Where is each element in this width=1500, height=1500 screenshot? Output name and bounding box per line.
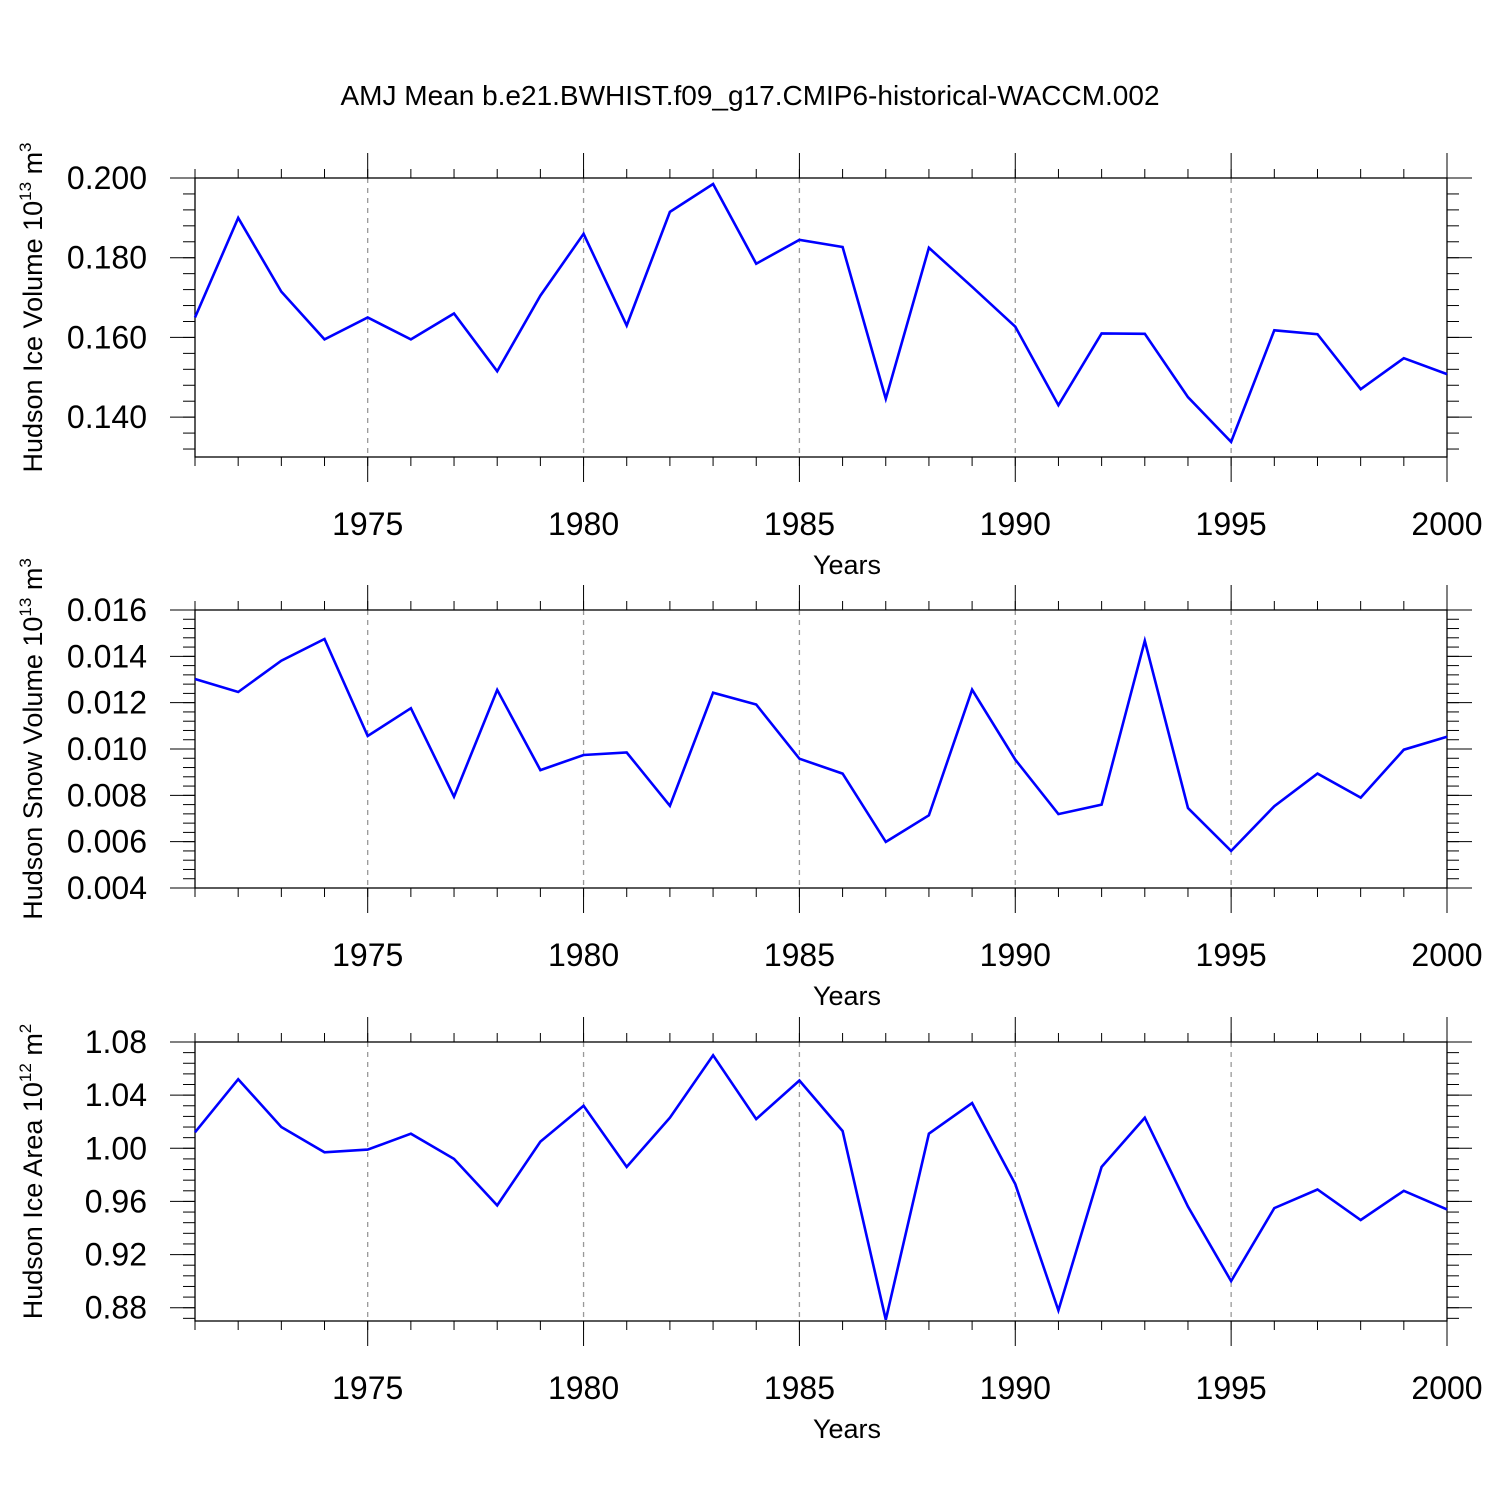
y-tick-label: 1.08 [85, 1024, 147, 1060]
y-tick-label: 0.004 [67, 870, 147, 906]
series-line [194, 635, 1448, 853]
plot-frame [194, 1041, 1448, 1322]
x-tick-label: 1985 [764, 937, 835, 973]
y-tick-label: 0.008 [67, 777, 147, 813]
x-tick-label: 1975 [332, 937, 403, 973]
x-tick-label: 2000 [1411, 506, 1482, 542]
y-tick-label: 0.016 [67, 592, 147, 628]
x-tick-label: 1995 [1196, 1370, 1267, 1406]
y-tick-label: 0.92 [85, 1237, 147, 1273]
x-tick-label: 2000 [1411, 1370, 1482, 1406]
x-tick-label: 1990 [980, 1370, 1051, 1406]
series-line [193, 1052, 1448, 1320]
plot-frame [194, 609, 1448, 889]
y-tick-label: 0.200 [67, 160, 147, 196]
x-tick-label: 1975 [332, 1370, 403, 1406]
x-axis-title: Years [813, 550, 881, 580]
plot-frame [194, 177, 1448, 458]
y-tick-label: 1.04 [85, 1077, 147, 1113]
y-axis-title: Hudson Ice Area 1012 m2 [16, 1024, 48, 1320]
x-tick-label: 1985 [764, 506, 835, 542]
panel-ice-volume: 1975 1980 1985 1990 1995 2000 0.140 0.160 0.180 0… [16, 142, 1483, 580]
y-tick-label: 0.180 [67, 240, 147, 276]
y-tick-label: 0.014 [67, 638, 147, 674]
y-tick-label: 0.012 [67, 685, 147, 721]
y-tick-label: 0.006 [67, 824, 147, 860]
y-tick-label: 0.160 [67, 319, 147, 355]
x-axis-title: Years [813, 981, 881, 1011]
panel-snow-volume: 1975 1980 1985 1990 1995 2000 0.004 0.006 0.008 0… [16, 558, 1483, 1011]
x-tick-label: 1990 [980, 937, 1051, 973]
x-axis-title: Years [813, 1414, 881, 1444]
x-tick-label: 1995 [1196, 506, 1267, 542]
y-tick-label: 0.96 [85, 1183, 147, 1219]
y-tick-label: 1.00 [85, 1130, 147, 1166]
y-axis-title: Hudson Snow Volume 1013 m3 [16, 558, 48, 920]
x-tick-label: 1980 [548, 1370, 619, 1406]
y-tick-label: 0.010 [67, 731, 147, 767]
x-tick-label: 1980 [548, 506, 619, 542]
series-line [193, 182, 1448, 445]
y-tick-label: 0.140 [67, 399, 147, 435]
x-tick-label: 1990 [980, 506, 1051, 542]
x-tick-label: 1985 [764, 1370, 835, 1406]
x-tick-label: 1980 [548, 937, 619, 973]
panel-ice-area: 1975 1980 1985 1990 1995 2000 0.88 0.92 0.96 1.00… [16, 1017, 1483, 1444]
chart-title: AMJ Mean b.e21.BWHIST.f09_g17.CMIP6-hist… [340, 80, 1160, 111]
y-axis-title: Hudson Ice Volume 1013 m3 [16, 142, 48, 472]
y-tick-label: 0.88 [85, 1290, 147, 1326]
x-tick-label: 1995 [1196, 937, 1267, 973]
x-tick-label: 2000 [1411, 937, 1482, 973]
x-tick-label: 1975 [332, 506, 403, 542]
